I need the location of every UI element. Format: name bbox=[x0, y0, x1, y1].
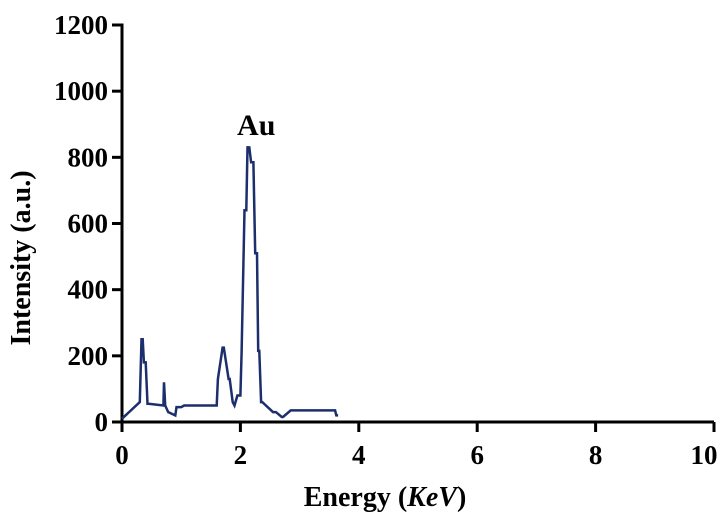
x-tick-label: 2 bbox=[234, 440, 248, 470]
y-axis-ticks: 0 200 400 600 800 1000 1200 bbox=[54, 10, 122, 437]
x-tick-label: 8 bbox=[589, 440, 603, 470]
y-tick-label: 0 bbox=[95, 407, 109, 437]
x-tick-label: 0 bbox=[115, 440, 129, 470]
y-tick-label: 200 bbox=[68, 341, 109, 371]
y-tick-label: 1200 bbox=[54, 10, 108, 40]
y-tick-label: 600 bbox=[68, 209, 109, 239]
x-tick-label: 6 bbox=[470, 440, 484, 470]
au-peak-annotation: Au bbox=[237, 109, 275, 142]
x-axis-ticks: 0 2 4 6 8 10 bbox=[115, 422, 718, 470]
y-axis-title: Intensity (a.u.) bbox=[6, 170, 37, 345]
y-tick-label: 800 bbox=[68, 142, 109, 172]
y-tick-label: 400 bbox=[68, 275, 109, 305]
y-tick-label: 1000 bbox=[54, 76, 108, 106]
x-tick-label: 10 bbox=[691, 440, 718, 470]
x-tick-label: 4 bbox=[352, 440, 366, 470]
x-axis-title: Energy (KeV) bbox=[304, 482, 467, 513]
spectrum-series-line bbox=[121, 146, 339, 420]
